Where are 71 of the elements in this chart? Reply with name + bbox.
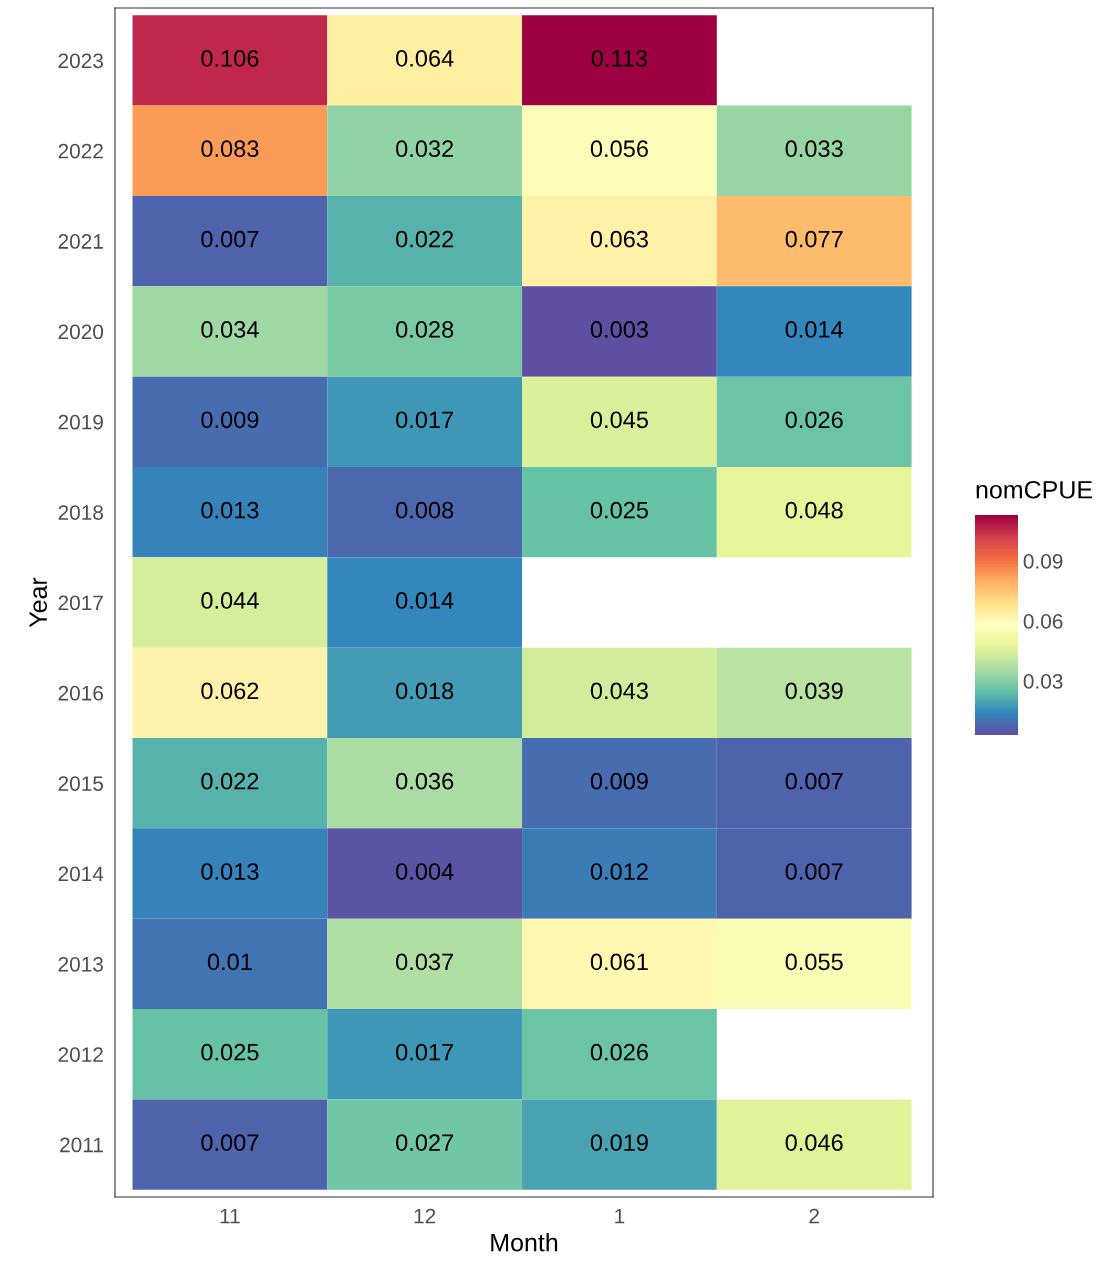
data-label: 0.007 bbox=[201, 230, 259, 248]
data-label: 0.004 bbox=[396, 863, 454, 880]
data-label: 0.012 bbox=[590, 863, 648, 880]
y-tick-label: 2016 bbox=[58, 685, 103, 701]
y-tick-label: 2014 bbox=[58, 866, 104, 882]
data-label: 0.009 bbox=[201, 411, 259, 429]
data-label: 0.026 bbox=[590, 1043, 648, 1061]
data-label: 0.007 bbox=[201, 1134, 259, 1151]
color-bar-title: nomCPUE bbox=[976, 480, 1093, 499]
data-label: 0.062 bbox=[201, 682, 259, 700]
data-label: 0.083 bbox=[201, 140, 259, 158]
y-tick-label: 2019 bbox=[58, 414, 103, 430]
data-label: 0.036 bbox=[396, 772, 454, 790]
data-label: 0.055 bbox=[785, 953, 843, 971]
data-label: 0.056 bbox=[590, 140, 648, 158]
data-label: 0.077 bbox=[785, 230, 843, 248]
data-label: 0.048 bbox=[785, 501, 843, 519]
y-tick-label: 2012 bbox=[58, 1047, 103, 1062]
x-tick-label: 12 bbox=[414, 1208, 436, 1224]
y-tick-label: 2022 bbox=[58, 143, 103, 159]
data-label: 0.064 bbox=[396, 50, 454, 67]
data-label: 0.061 bbox=[590, 953, 648, 971]
color-bar-label: 0.03 bbox=[1023, 674, 1063, 689]
x-tick-label: 2 bbox=[809, 1208, 819, 1224]
data-label: 0.022 bbox=[201, 772, 259, 790]
y-tick-label: 2020 bbox=[58, 324, 104, 340]
data-label: 0.022 bbox=[396, 230, 454, 248]
y-tick-label: 2017 bbox=[58, 595, 103, 611]
data-label: 0.017 bbox=[396, 411, 454, 429]
y-tick-label: 2013 bbox=[58, 956, 103, 972]
data-label: 0.013 bbox=[201, 501, 259, 519]
data-label: 0.017 bbox=[396, 1043, 454, 1061]
data-label: 0.009 bbox=[590, 772, 648, 790]
y-tick-label: 2015 bbox=[58, 776, 104, 791]
color-bar-label: 0.06 bbox=[1023, 614, 1063, 629]
data-label: 0.045 bbox=[590, 411, 648, 429]
y-tick-label: 2018 bbox=[58, 505, 103, 520]
data-label: 0.026 bbox=[785, 411, 843, 429]
x-axis-title: Month bbox=[491, 1233, 558, 1252]
x-tick-label: 1 bbox=[615, 1208, 625, 1224]
data-label: 0.025 bbox=[201, 1043, 259, 1061]
data-label: 0.063 bbox=[590, 230, 648, 248]
data-label: 0.01 bbox=[207, 953, 252, 971]
data-label: 0.039 bbox=[785, 682, 843, 700]
data-label: 0.007 bbox=[785, 772, 843, 790]
x-tick-label: 11 bbox=[220, 1208, 240, 1224]
data-label: 0.019 bbox=[590, 1134, 648, 1151]
color-bar-label: 0.09 bbox=[1023, 554, 1063, 569]
data-label: 0.025 bbox=[590, 501, 648, 519]
data-label: 0.033 bbox=[785, 140, 843, 158]
data-label: 0.113 bbox=[591, 50, 648, 67]
data-label: 0.018 bbox=[396, 682, 454, 700]
data-label: 0.008 bbox=[396, 501, 454, 519]
data-label: 0.014 bbox=[785, 321, 844, 338]
y-axis-title: Year bbox=[29, 577, 48, 628]
data-label: 0.106 bbox=[201, 50, 259, 67]
data-label: 0.044 bbox=[201, 592, 259, 609]
y-tick-label: 2011 bbox=[60, 1137, 103, 1153]
data-label: 0.014 bbox=[396, 592, 454, 609]
data-label: 0.027 bbox=[396, 1134, 454, 1151]
data-label: 0.034 bbox=[201, 321, 259, 338]
data-label: 0.043 bbox=[590, 682, 648, 700]
y-tick-label: 2023 bbox=[58, 53, 103, 69]
data-label: 0.003 bbox=[590, 321, 648, 338]
data-label: 0.013 bbox=[201, 863, 259, 880]
data-label: 0.046 bbox=[785, 1134, 843, 1151]
data-label: 0.007 bbox=[785, 863, 843, 880]
y-tick-label: 2021 bbox=[58, 234, 103, 249]
data-label: 0.032 bbox=[396, 140, 454, 158]
data-label: 0.037 bbox=[396, 953, 454, 971]
data-label: 0.028 bbox=[396, 321, 454, 338]
